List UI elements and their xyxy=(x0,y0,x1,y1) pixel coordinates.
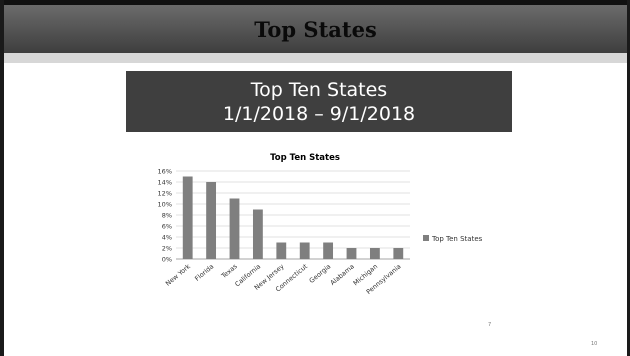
legend-swatch xyxy=(423,235,429,241)
y-tick-label: 14% xyxy=(158,179,172,187)
chart-legend: Top Ten States xyxy=(423,235,483,243)
small-mark: 7 xyxy=(488,322,492,328)
x-tick-label: Texas xyxy=(219,262,239,281)
header: Top States xyxy=(4,5,627,53)
header-band xyxy=(4,5,627,53)
y-tick-label: 6% xyxy=(162,223,172,231)
y-tick-label: 12% xyxy=(158,190,172,198)
bar-chart: Top Ten States 0% 2% 4% 6% 8% 10% 12% 14% 16% Ne… xyxy=(158,153,483,296)
x-tick-label: Florida xyxy=(193,262,215,282)
x-tick-label: New York xyxy=(164,262,192,287)
slide-number: 10 xyxy=(591,341,598,347)
y-tick-label: 0% xyxy=(162,256,172,264)
bar xyxy=(206,182,217,259)
bar xyxy=(393,248,404,259)
y-tick-label: 10% xyxy=(158,201,172,209)
slide-title: Top States xyxy=(254,16,377,42)
y-tick-label: 16% xyxy=(158,168,172,176)
bar xyxy=(299,242,310,259)
chart-title: Top Ten States xyxy=(270,153,340,163)
bar xyxy=(369,248,380,259)
banner-title: Top Ten States xyxy=(250,78,388,101)
bar xyxy=(229,198,240,259)
bar xyxy=(252,209,263,259)
y-tick-label: 4% xyxy=(162,234,172,242)
legend-label: Top Ten States xyxy=(431,235,483,243)
bar xyxy=(276,242,287,259)
x-tick-label: Alabama xyxy=(329,262,356,287)
bar xyxy=(323,242,334,259)
slide-frame-top xyxy=(0,0,630,5)
bar xyxy=(182,176,193,259)
banner-date-range: 1/1/2018 – 9/1/2018 xyxy=(222,102,416,125)
slide-frame-left xyxy=(0,0,4,356)
header-underline-band xyxy=(4,53,627,63)
y-tick-label: 2% xyxy=(162,245,172,253)
y-axis-ticks: 0% 2% 4% 6% 8% 10% 12% 14% 16% xyxy=(158,168,172,264)
bar xyxy=(346,248,357,259)
slide-frame-right xyxy=(627,0,630,356)
chart-banner: Top Ten States 1/1/2018 – 9/1/2018 xyxy=(126,71,512,132)
y-tick-label: 8% xyxy=(162,212,172,220)
chart-bars xyxy=(182,176,404,259)
